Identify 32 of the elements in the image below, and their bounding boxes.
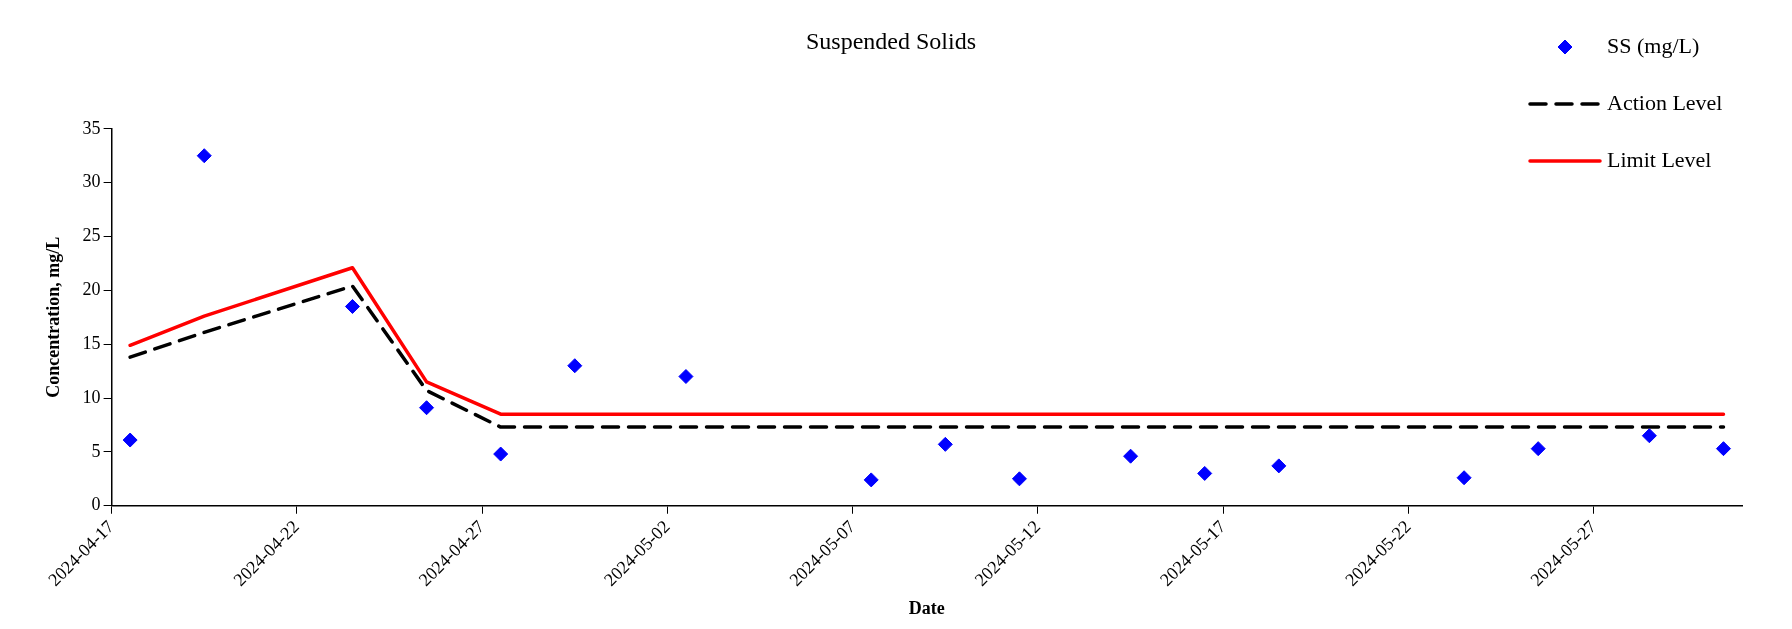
- chart-title: Suspended Solids: [805, 27, 977, 54]
- point: [344, 299, 360, 314]
- point: [678, 369, 694, 384]
- point: [1530, 441, 1546, 457]
- point: [419, 400, 435, 416]
- y-tick-label: 20: [82, 279, 101, 300]
- point: [1271, 458, 1287, 474]
- point: [1456, 470, 1472, 486]
- point: [1715, 441, 1731, 457]
- legend-label: Action Level: [1607, 89, 1723, 115]
- point: [863, 472, 879, 488]
- x-axis-title: Date: [908, 597, 945, 618]
- legend-label: Limit Level: [1607, 146, 1712, 172]
- y-tick-label: 35: [82, 117, 101, 138]
- y-axis-title: Concentration, mg/L: [43, 236, 64, 398]
- point: [122, 432, 138, 448]
- y-tick-label: 30: [82, 171, 101, 192]
- line-series: [128, 284, 1726, 429]
- point: [937, 436, 953, 452]
- point: [1641, 428, 1657, 444]
- y-tick-label: 0: [91, 494, 101, 515]
- legend-label: SS (mg/L): [1607, 32, 1700, 58]
- point: [1123, 448, 1139, 464]
- y-tick-label: 10: [82, 386, 101, 407]
- point: [1197, 465, 1213, 481]
- point: [1011, 471, 1027, 487]
- y-tick-label: 15: [82, 332, 101, 353]
- point: [493, 446, 509, 462]
- point: [196, 148, 212, 164]
- y-tick-label: 5: [91, 440, 101, 461]
- point: [567, 358, 583, 374]
- y-tick-label: 25: [82, 225, 101, 246]
